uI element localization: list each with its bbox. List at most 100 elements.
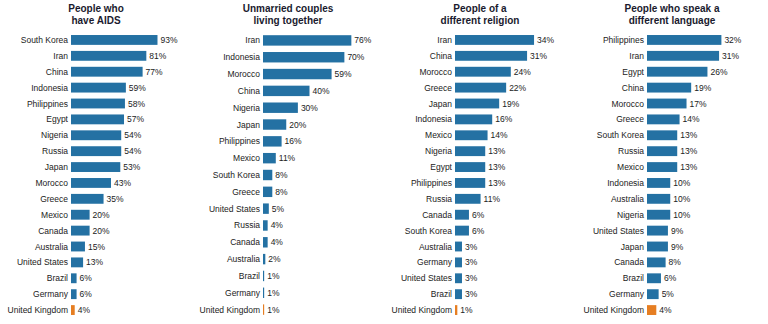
data-label: 22% <box>509 83 526 93</box>
data-label: 19% <box>694 83 711 93</box>
data-label: 81% <box>149 51 166 61</box>
category-label: China <box>238 86 260 96</box>
data-label: 76% <box>354 35 371 45</box>
bar <box>71 242 85 252</box>
category-label: Iran <box>629 51 644 61</box>
category-label: Philippines <box>603 35 644 45</box>
bar <box>71 273 77 283</box>
data-label: 57% <box>127 114 144 124</box>
bar <box>71 226 90 236</box>
data-label: 1% <box>267 305 280 315</box>
data-label: 3% <box>465 289 478 299</box>
data-label: 3% <box>465 257 478 267</box>
data-label: 8% <box>275 187 288 197</box>
category-label: China <box>46 67 68 77</box>
category-label: Morocco <box>419 67 452 77</box>
bar <box>263 304 264 314</box>
bar <box>455 146 485 156</box>
bar <box>647 114 680 124</box>
bar <box>263 237 268 247</box>
panel: People of adifferent religionIran34%Chin… <box>392 3 555 315</box>
bar <box>455 305 457 315</box>
category-label: China <box>622 83 644 93</box>
category-label: South Korea <box>21 35 69 45</box>
data-label: 13% <box>86 257 103 267</box>
category-label: Nigeria <box>41 130 68 140</box>
bar <box>455 162 485 172</box>
data-label: 35% <box>107 194 124 204</box>
category-label: Philippines <box>27 99 68 109</box>
data-label: 58% <box>128 99 145 109</box>
data-label: 34% <box>537 35 554 45</box>
data-label: 1% <box>267 271 280 281</box>
category-label: United States <box>401 273 452 283</box>
bar <box>647 146 677 156</box>
category-label: Brazil <box>623 273 644 283</box>
bar <box>647 162 677 172</box>
category-label: Russia <box>426 194 452 204</box>
category-label: Indonesia <box>223 52 260 62</box>
bar <box>71 162 120 172</box>
bar <box>455 51 527 61</box>
panel-title: Unmarried couplesliving together <box>243 3 334 26</box>
data-label: 13% <box>680 162 697 172</box>
bar <box>263 52 344 62</box>
bar <box>455 273 462 283</box>
bar <box>263 102 298 112</box>
category-label: Canada <box>614 257 644 267</box>
category-label: Iran <box>245 35 260 45</box>
data-label: 16% <box>495 114 512 124</box>
category-label: Brazil <box>431 289 452 299</box>
bar <box>71 67 143 77</box>
bars <box>263 35 351 315</box>
bar <box>647 99 687 109</box>
data-label: 9% <box>671 226 684 236</box>
category-label: Germany <box>609 289 645 299</box>
category-label: Japan <box>429 99 452 109</box>
category-label: Greece <box>40 194 68 204</box>
bar <box>263 136 282 146</box>
category-label: Japan <box>45 162 68 172</box>
data-label: 8% <box>275 170 288 180</box>
data-label: 20% <box>93 210 110 220</box>
bar <box>455 67 511 77</box>
panel-title: People whohave AIDS <box>68 3 124 26</box>
bar <box>455 242 462 252</box>
bar <box>647 51 719 61</box>
category-label: Indonesia <box>31 83 68 93</box>
bar <box>71 257 83 267</box>
bar <box>455 178 485 188</box>
bar <box>71 178 111 188</box>
data-label: 13% <box>488 146 505 156</box>
bar <box>647 83 691 93</box>
data-label: 9% <box>671 242 684 252</box>
chart-root: People whohave AIDSSouth Korea93%Iran81%… <box>0 0 768 324</box>
bar <box>71 35 157 45</box>
data-label: 4% <box>78 305 91 315</box>
category-label: Canada <box>38 226 68 236</box>
data-label: 4% <box>271 237 284 247</box>
panel-title: People who speak adifferent language <box>624 3 719 26</box>
bar <box>647 210 670 220</box>
category-label: Australia <box>35 242 68 252</box>
category-label: Morocco <box>611 99 644 109</box>
category-label: Germany <box>33 289 69 299</box>
data-label: 4% <box>271 220 284 230</box>
data-label: 13% <box>488 178 505 188</box>
data-label: 14% <box>491 130 508 140</box>
category-label: Japan <box>237 120 260 130</box>
category-label: Morocco <box>227 69 260 79</box>
category-label: Egypt <box>622 67 644 77</box>
category-label: South Korea <box>213 170 261 180</box>
data-label: 59% <box>335 69 352 79</box>
bar <box>71 194 104 204</box>
category-label: Morocco <box>35 178 68 188</box>
bar <box>647 257 666 267</box>
category-label: Australia <box>227 254 260 264</box>
category-label: Indonesia <box>415 114 452 124</box>
data-label: 2% <box>268 254 281 264</box>
category-label: Canada <box>230 237 260 247</box>
data-label: 32% <box>724 35 741 45</box>
category-label: United Kingdom <box>392 305 452 315</box>
panel: People whohave AIDSSouth Korea93%Iran81%… <box>8 3 178 315</box>
